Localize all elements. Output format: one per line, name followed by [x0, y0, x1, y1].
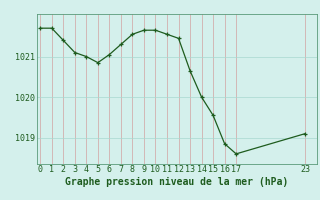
X-axis label: Graphe pression niveau de la mer (hPa): Graphe pression niveau de la mer (hPa) — [65, 177, 288, 187]
